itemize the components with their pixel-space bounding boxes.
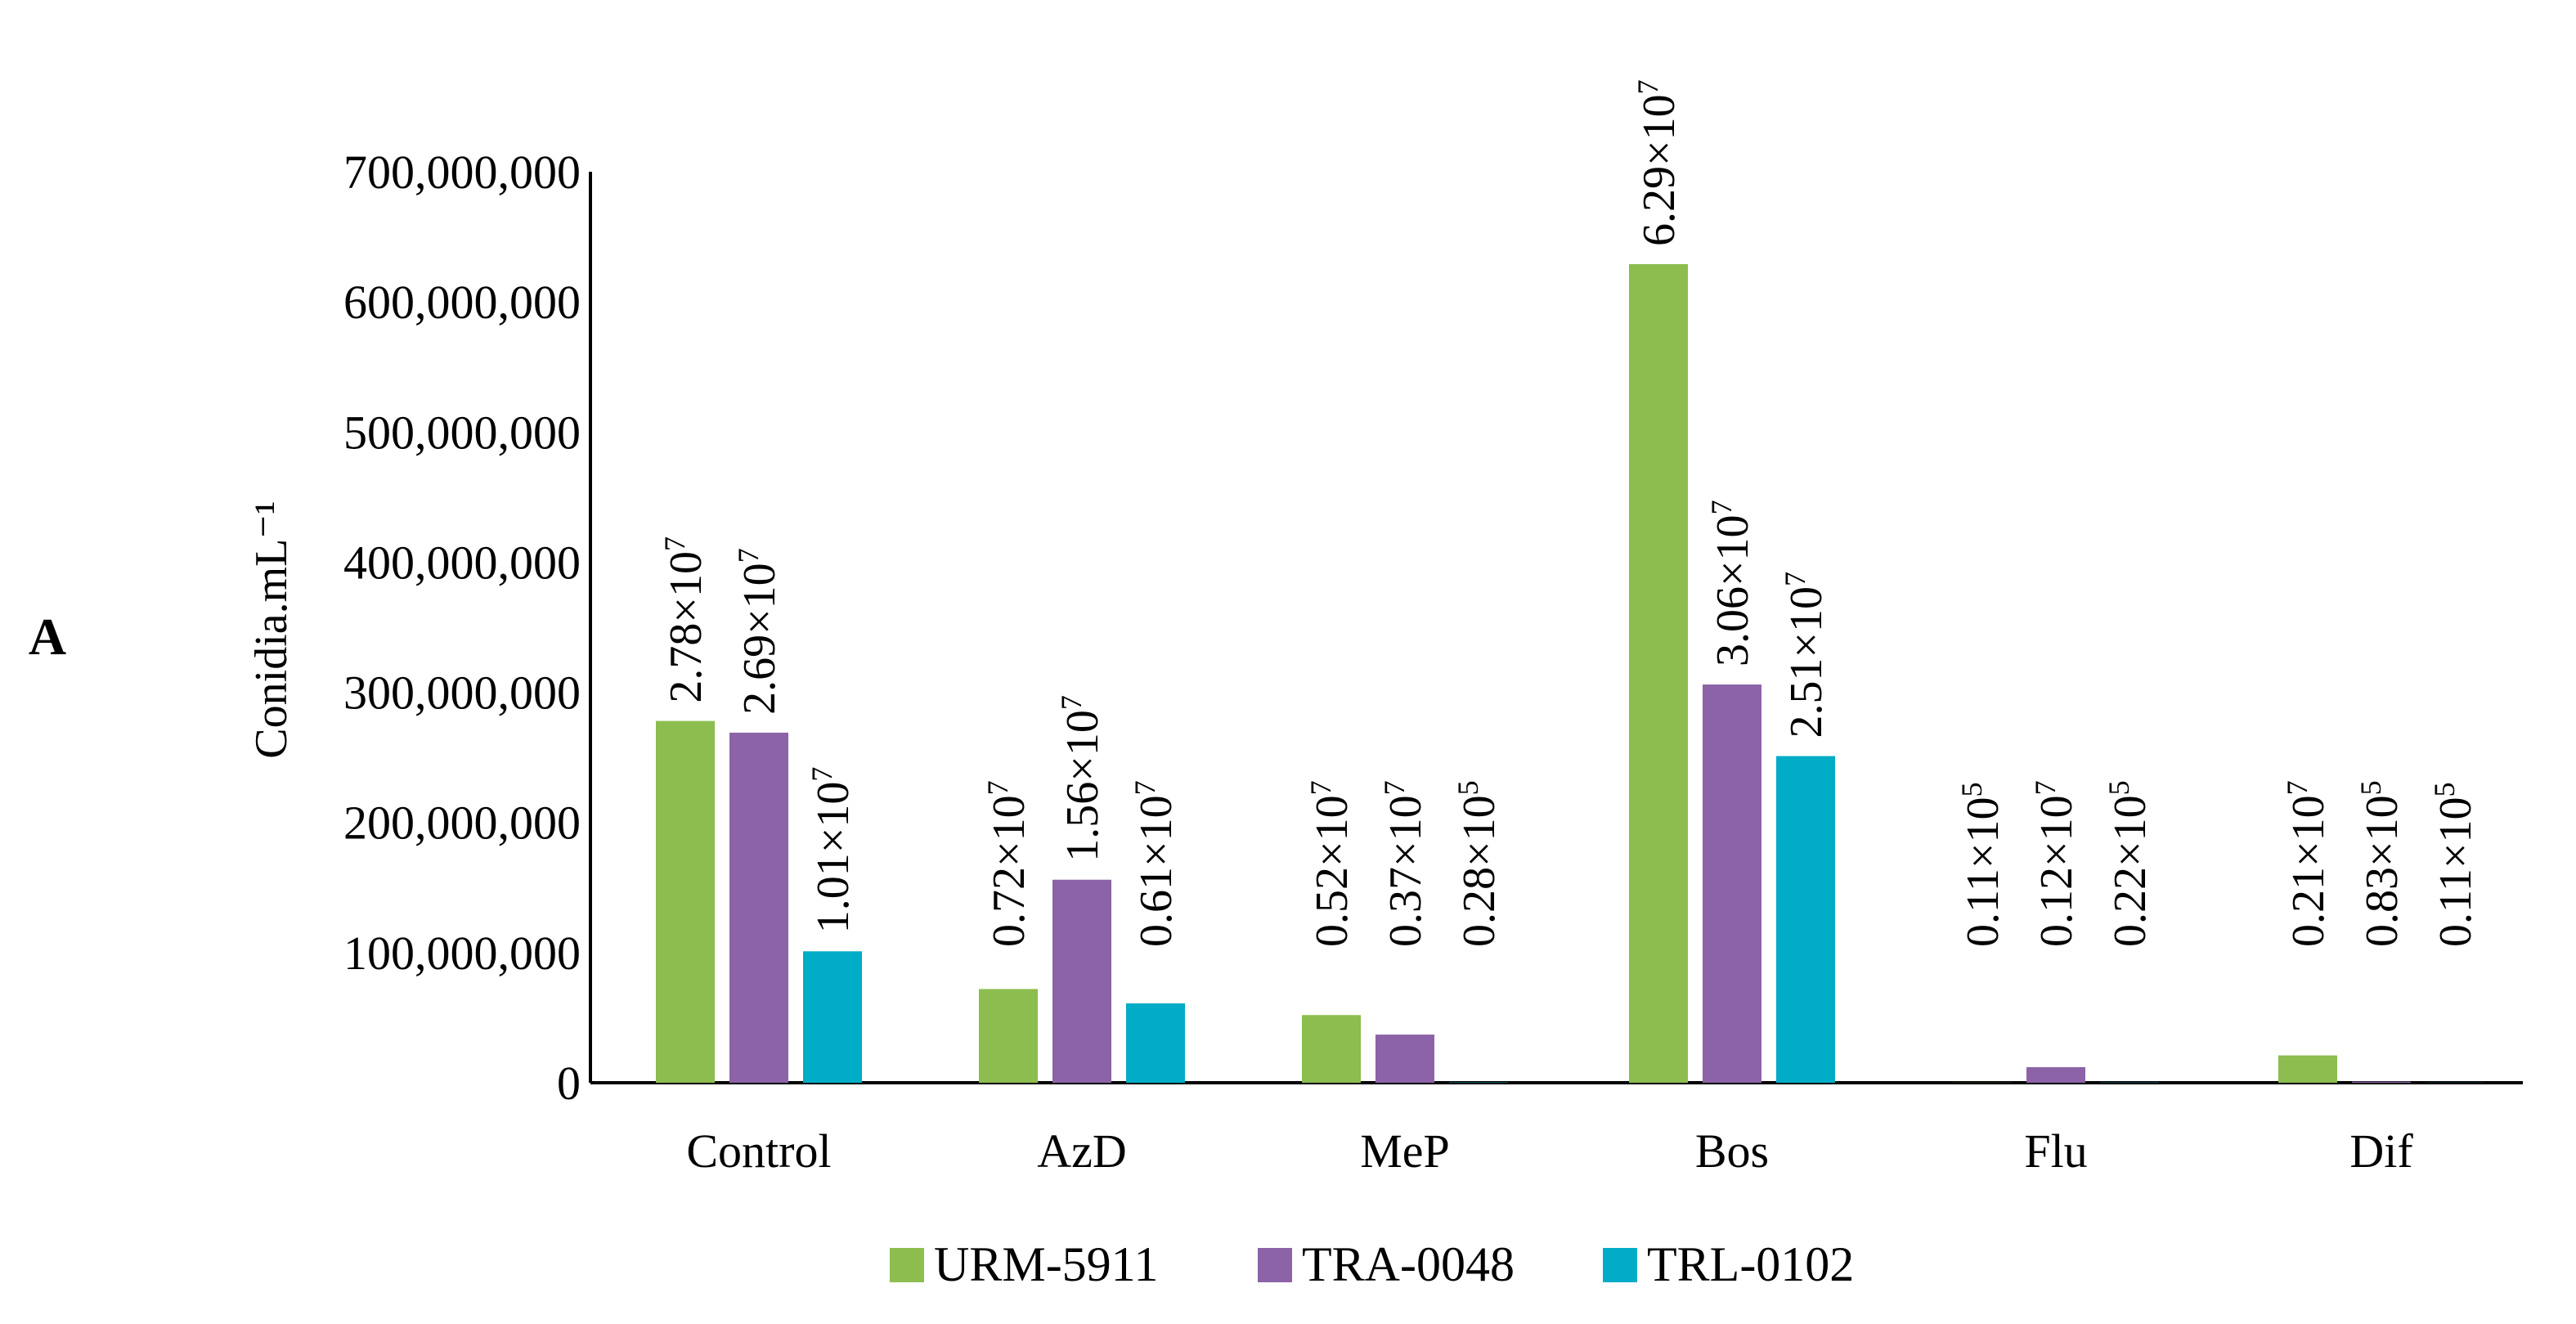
bar-urm-5911-dif xyxy=(2278,1055,2337,1083)
x-category-label: Dif xyxy=(2349,1124,2413,1178)
data-label: 0.52×107 xyxy=(1304,780,1358,947)
data-label: 0.21×107 xyxy=(2281,780,2334,947)
bar-tra-0048-flu xyxy=(2026,1066,2085,1083)
bars-layer xyxy=(656,263,2484,1083)
panel-label: A xyxy=(29,608,66,666)
y-tick-label: 300,000,000 xyxy=(343,666,581,720)
data-label: 0.11×105 xyxy=(2428,782,2481,947)
data-label: 0.22×105 xyxy=(2103,780,2156,947)
bar-urm-5911-mep xyxy=(1302,1015,1361,1083)
data-labels-layer: 2.78×107 2.69×107 1.01×107 0.72×107 1.56×107… xyxy=(658,79,2481,947)
x-category-label: AzD xyxy=(1037,1124,1127,1178)
bar-tra-0048-control xyxy=(729,732,788,1083)
bar-trl-0102-control xyxy=(803,951,862,1083)
y-axis-title: Conidia.mL⁻¹ xyxy=(246,500,297,758)
legend-label: URM-5911 xyxy=(934,1237,1158,1291)
y-tick-label: 200,000,000 xyxy=(343,797,581,850)
bar-trl-0102-azd xyxy=(1126,1003,1185,1083)
data-label: 2.51×107 xyxy=(1779,572,1832,738)
data-label: 0.72×107 xyxy=(981,780,1034,947)
x-category-label: MeP xyxy=(1360,1124,1450,1178)
bar-urm-5911-azd xyxy=(979,989,1038,1083)
bar-tra-0048-dif xyxy=(2352,1081,2411,1083)
y-tick-label: 700,000,000 xyxy=(343,146,581,199)
x-category-label: Flu xyxy=(2024,1124,2087,1178)
bar-urm-5911-bos xyxy=(1629,263,1688,1083)
legend-swatch xyxy=(1258,1248,1292,1282)
data-label: 0.12×107 xyxy=(2029,780,2082,947)
bar-tra-0048-azd xyxy=(1052,879,1111,1083)
data-label: 6.29×107 xyxy=(1631,79,1685,246)
data-label: 1.56×107 xyxy=(1055,695,1108,862)
data-label: 0.11×105 xyxy=(1955,782,2008,947)
data-label: 0.83×105 xyxy=(2354,780,2408,947)
data-label: 0.37×107 xyxy=(1378,780,1431,947)
data-label: 0.61×107 xyxy=(1129,780,1182,947)
legend-swatch xyxy=(890,1248,924,1282)
legend: URM-5911 TRA-0048 TRL-0102 xyxy=(890,1237,1854,1291)
y-tick-label: 500,000,000 xyxy=(343,406,581,459)
bar-tra-0048-bos xyxy=(1703,684,1761,1083)
bar-trl-0102-bos xyxy=(1776,756,1835,1083)
x-category-label: Control xyxy=(686,1124,831,1178)
legend-swatch xyxy=(1603,1248,1637,1282)
legend-label: TRL-0102 xyxy=(1647,1237,1854,1291)
data-label: 2.69×107 xyxy=(732,548,785,715)
y-axis-ticks: 0 100,000,000 200,000,000 300,000,000 400,00… xyxy=(343,146,581,1110)
data-label: 2.78×107 xyxy=(658,536,711,703)
x-axis-category-labels: Control AzD MeP Bos Flu Dif xyxy=(686,1124,2413,1178)
data-label: 1.01×107 xyxy=(806,767,859,934)
y-tick-label: 0 xyxy=(557,1057,581,1110)
data-label: 0.28×105 xyxy=(1452,780,1505,947)
y-tick-label: 100,000,000 xyxy=(343,927,581,980)
y-tick-label: 600,000,000 xyxy=(343,276,581,329)
bar-urm-5911-control xyxy=(656,720,715,1083)
y-axis-title-group: Conidia.mL⁻¹ xyxy=(246,500,297,758)
legend-label: TRA-0048 xyxy=(1302,1237,1515,1291)
x-category-label: Bos xyxy=(1695,1124,1769,1178)
y-tick-label: 400,000,000 xyxy=(343,536,581,589)
bar-tra-0048-mep xyxy=(1376,1035,1434,1083)
data-label: 3.06×107 xyxy=(1705,500,1758,666)
